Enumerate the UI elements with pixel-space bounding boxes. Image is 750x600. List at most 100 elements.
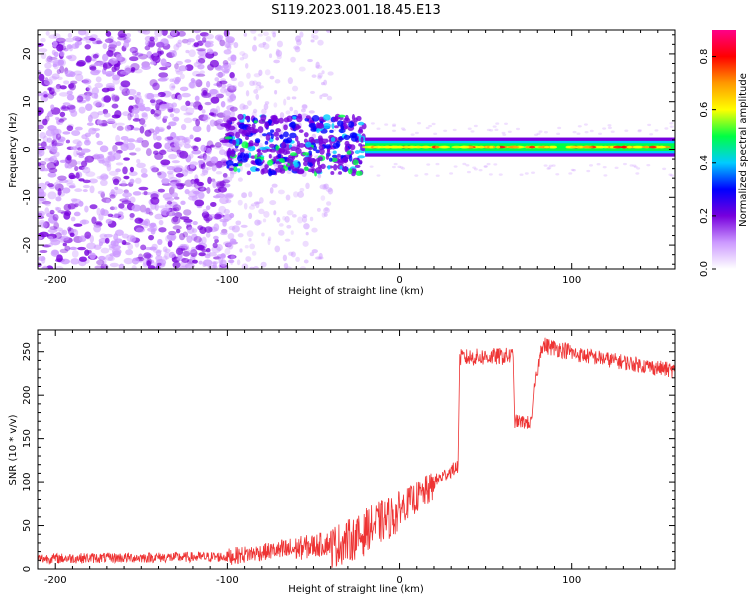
heatmap-cell bbox=[215, 105, 221, 114]
heatmap-cell bbox=[85, 103, 93, 111]
heatmap-cell bbox=[449, 172, 454, 175]
heatmap-cell bbox=[82, 184, 90, 189]
heatmap-cell bbox=[74, 165, 79, 172]
heatmap-cell bbox=[204, 226, 213, 233]
heatmap-cell bbox=[257, 142, 263, 148]
heatmap-cell bbox=[322, 122, 331, 129]
heatmap-cell bbox=[287, 77, 293, 85]
heatmap-cell bbox=[166, 165, 176, 171]
heatmap-cell bbox=[92, 40, 97, 45]
heatmap-cell bbox=[38, 182, 47, 191]
heatmap-cell bbox=[566, 145, 578, 149]
colorbar: 0.0 0.2 0.4 0.6 0.8 Normalized spectral ampl… bbox=[699, 30, 749, 277]
heatmap-cell bbox=[102, 174, 109, 180]
heatmap-cell bbox=[259, 146, 267, 151]
heatmap-cell bbox=[244, 245, 249, 249]
heatmap-cell bbox=[277, 189, 285, 195]
heatmap-cell bbox=[290, 56, 296, 63]
heatmap-cell bbox=[325, 30, 331, 33]
spectrogram-xlabel: Height of straight line (km) bbox=[288, 286, 424, 297]
heatmap-cell bbox=[195, 73, 206, 77]
heatmap-cell bbox=[271, 183, 278, 188]
heatmap-cell bbox=[668, 173, 673, 176]
heatmap-cell bbox=[124, 124, 131, 132]
heatmap-cell bbox=[147, 265, 156, 269]
heatmap-cell bbox=[106, 163, 112, 172]
heatmap-cell bbox=[182, 231, 189, 238]
heatmap-cell bbox=[319, 94, 323, 100]
heatmap-cell bbox=[338, 171, 342, 175]
heatmap-cell bbox=[279, 167, 286, 174]
heatmap-cell bbox=[102, 257, 107, 266]
heatmap-cell bbox=[223, 208, 230, 215]
heatmap-cell bbox=[286, 210, 294, 216]
heatmap-cell bbox=[230, 258, 234, 266]
heatmap-cell bbox=[230, 54, 237, 60]
heatmap-cell bbox=[498, 173, 503, 176]
heatmap-cell bbox=[191, 80, 197, 84]
heatmap-cell bbox=[76, 161, 83, 165]
heatmap-cell bbox=[163, 38, 169, 45]
heatmap-cell bbox=[624, 129, 629, 132]
heatmap-cell bbox=[91, 92, 98, 99]
heatmap-cell bbox=[277, 164, 284, 169]
heatmap-cell bbox=[483, 165, 488, 168]
heatmap-cell bbox=[218, 205, 227, 214]
heatmap-cell bbox=[78, 106, 86, 114]
figure-title: S119.2023.001.18.45.E13 bbox=[271, 3, 440, 18]
heatmap-cell bbox=[258, 85, 264, 89]
heatmap-cell bbox=[66, 164, 73, 169]
heatmap-cell bbox=[327, 71, 334, 76]
heatmap-cell bbox=[229, 170, 235, 179]
heatmap-cell bbox=[206, 147, 212, 155]
heatmap-cell bbox=[66, 55, 73, 60]
heatmap-cell bbox=[237, 177, 243, 182]
heatmap-cell bbox=[357, 121, 365, 126]
heatmap-cell bbox=[149, 61, 156, 65]
heatmap-cell bbox=[226, 119, 233, 124]
heatmap-cell bbox=[232, 139, 237, 146]
heatmap-cell bbox=[51, 49, 56, 56]
heatmap-cell bbox=[146, 50, 153, 59]
heatmap-cell bbox=[296, 140, 301, 146]
heatmap-cell bbox=[282, 215, 286, 221]
heatmap-cell bbox=[426, 163, 431, 166]
heatmap-cell bbox=[195, 34, 201, 41]
snr-xtick-label: 0 bbox=[396, 575, 402, 586]
heatmap-cell bbox=[614, 166, 619, 170]
heatmap-cell bbox=[38, 262, 42, 268]
heatmap-cell bbox=[141, 65, 151, 70]
heatmap-cell bbox=[312, 35, 319, 40]
heatmap-cell bbox=[529, 145, 536, 149]
heatmap-cell bbox=[149, 246, 157, 251]
heatmap-cell bbox=[187, 169, 194, 174]
heatmap-cell bbox=[316, 207, 321, 212]
heatmap-cell bbox=[38, 147, 43, 155]
heatmap-cell bbox=[55, 116, 60, 120]
heatmap-cell bbox=[242, 52, 249, 60]
heatmap-cell bbox=[168, 121, 177, 127]
heatmap-cell bbox=[227, 125, 236, 131]
heatmap-cell bbox=[66, 90, 73, 96]
heatmap-cell bbox=[172, 192, 178, 198]
heatmap-cell bbox=[197, 159, 205, 163]
heatmap-cell bbox=[215, 160, 223, 169]
heatmap-cell bbox=[104, 237, 110, 244]
heatmap-cell bbox=[123, 41, 130, 48]
heatmap-cell bbox=[104, 38, 114, 44]
heatmap-cell bbox=[136, 162, 146, 169]
heatmap-cell bbox=[47, 125, 57, 131]
heatmap-cell bbox=[327, 187, 334, 195]
heatmap-cell bbox=[166, 200, 173, 205]
heatmap-cell bbox=[60, 258, 70, 265]
heatmap-cell bbox=[114, 110, 122, 119]
heatmap-cell bbox=[179, 86, 189, 92]
heatmap-cell bbox=[78, 256, 87, 262]
heatmap-cell bbox=[171, 165, 181, 173]
heatmap-cell bbox=[242, 104, 249, 110]
heatmap-cell bbox=[157, 188, 165, 193]
heatmap-cell bbox=[229, 93, 237, 102]
heatmap-cell bbox=[93, 153, 100, 159]
heatmap-cell bbox=[53, 151, 60, 158]
heatmap-cell bbox=[414, 131, 419, 135]
